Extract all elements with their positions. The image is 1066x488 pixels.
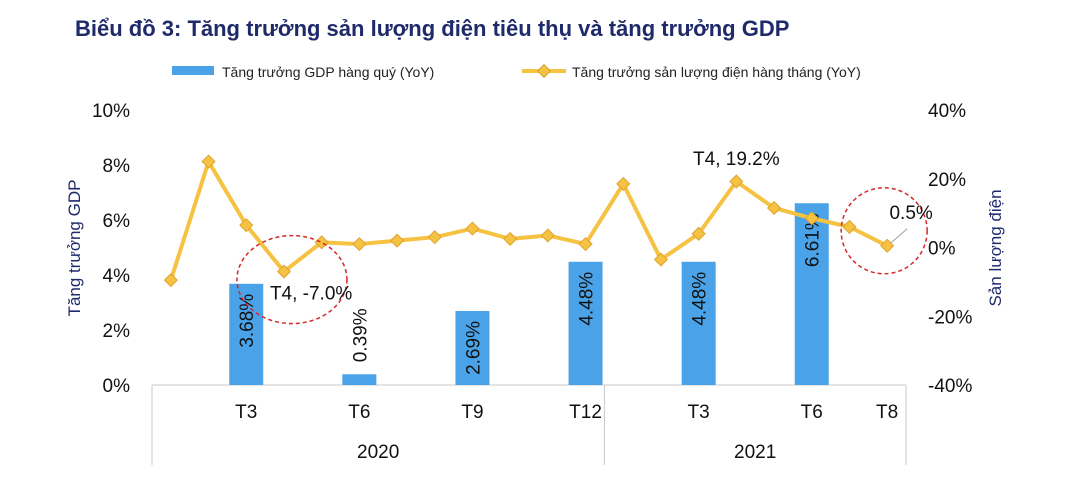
x-tick-label: T6 [801,402,823,423]
year-label: 2020 [357,442,399,463]
y-left-tick-label: 6% [103,211,131,232]
legend-bar-swatch [172,66,214,75]
power-series-marker [691,226,706,241]
gdp-bar-label: 4.48% [577,272,598,326]
power-series-marker [276,264,292,279]
y-right-tick-label: 20% [928,170,966,191]
x-tick-label: T8 [876,402,898,423]
y-left-axis-label: Tăng trưởng GDP [65,180,84,317]
power-series-marker [804,211,819,226]
annotations: T4, -7.0% T4, 19.2% 0.5% [236,149,933,325]
y-left-tick-label: 8% [103,156,131,177]
annotation-label: 0.5% [889,203,932,224]
power-series-marker [201,154,216,169]
power-series-marker [465,221,480,236]
annotation-leader-line [890,228,908,244]
power-series-marker [352,236,367,252]
power-series-marker [163,273,178,288]
power-series-marker [578,236,593,252]
y-right-tick-label: -20% [928,307,972,328]
annotation-label: T4, 19.2% [693,149,780,170]
x-tick-label: T3 [235,402,257,423]
y-left-tick-label: 4% [103,266,131,287]
y-left-tick-label: 2% [103,321,131,342]
y-right-tick-label: 0% [928,239,956,260]
power-series-marker [653,252,669,267]
chart-title: Biểu đồ 3: Tăng trưởng sản lượng điện ti… [75,16,789,41]
highlight-circle [236,234,348,325]
highlight-circle [840,187,928,275]
gdp-bar-label: 3.68% [237,294,258,348]
x-tick-label: T12 [569,402,602,423]
power-series-marker [616,176,631,191]
annotation-label: T4, -7.0% [270,284,352,305]
gdp-bar-label: 4.48% [690,272,711,326]
power-series-marker [842,219,857,234]
year-label: 2021 [734,442,776,463]
power-series-marker [880,238,895,253]
y-left-tick-label: 10% [92,101,130,122]
y-left-tick-label: 0% [103,376,131,397]
power-series-marker [729,174,744,189]
gdp-bar [455,311,490,385]
y-right-tick-label: 40% [928,101,966,122]
gdp-bar [794,203,829,385]
legend-label-power: Tăng trưởng sản lượng điện hàng tháng (Y… [572,64,861,80]
x-tick-label: T3 [688,402,710,423]
power-line [163,154,895,288]
power-series-marker [389,233,405,248]
gdp-bars: 3.68% 0.39% 2.69% 4.48% 4.48% 6.61% [229,203,829,385]
x-tick-label: T9 [461,402,483,423]
legend-label-gdp: Tăng trưởng GDP hàng quý (YoY) [222,64,434,80]
gdp-bar [229,283,264,385]
gdp-bar-label: 2.69% [463,321,484,375]
power-series-marker [503,231,518,246]
gdp-bar [342,374,377,385]
x-tick-label: T6 [348,402,370,423]
power-series-marker [540,228,555,243]
axes: 0% 2% 4% 6% 8% 10% -40% -20% 0% 20% 40% T3 T6 T9 T12 T3… [92,101,972,465]
y-right-axis-label: Sản lượng điện [986,189,1005,306]
power-series-marker [427,230,442,245]
gdp-bar-label: 0.39% [350,308,371,362]
gdp-bar [568,261,603,385]
power-series-marker [314,235,329,250]
gdp-bar [681,261,716,385]
gdp-bar-label: 6.61% [803,213,824,267]
power-series-marker [766,200,782,216]
legend-line-marker [536,63,552,79]
y-right-tick-label: -40% [928,376,972,397]
legend: Tăng trưởng GDP hàng quý (YoY) Tăng trưở… [172,63,861,80]
power-series-marker [239,218,254,233]
power-series-line [168,159,889,281]
